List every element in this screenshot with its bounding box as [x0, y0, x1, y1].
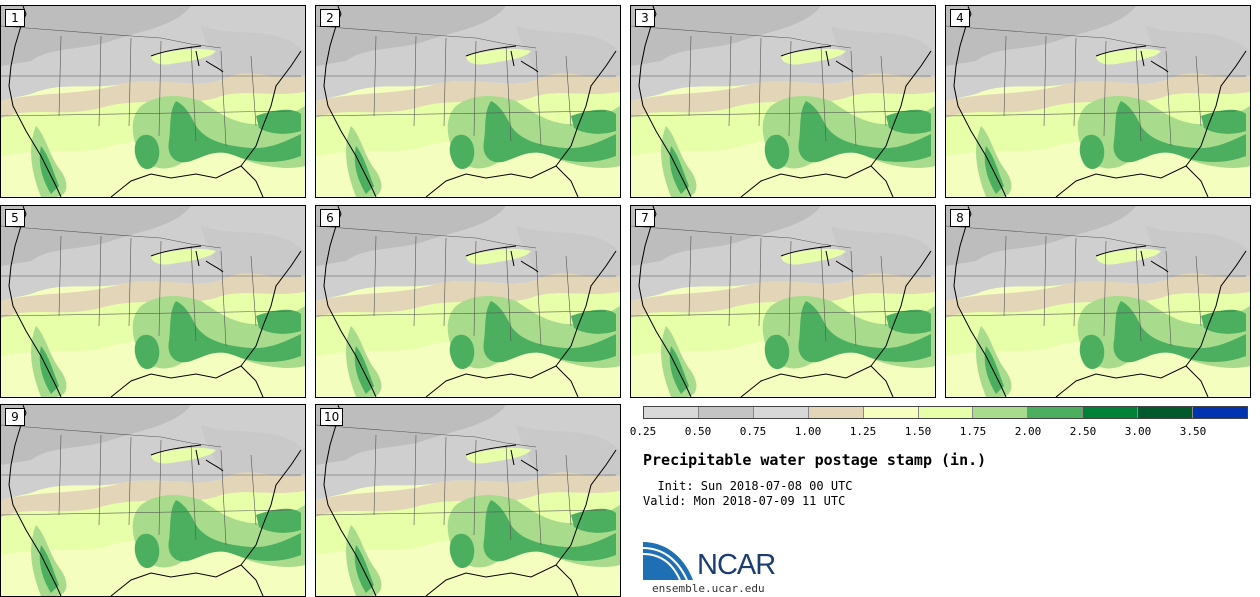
stamp-panel-7: 7	[630, 205, 936, 398]
stamp-panel-8: 8	[945, 205, 1251, 398]
colorbar	[643, 406, 1248, 419]
colorbar-tick: 2.00	[1014, 425, 1042, 438]
panel-number: 10	[320, 408, 344, 426]
panel-number: 3	[635, 9, 655, 27]
colorbar-tick: 1.00	[794, 425, 822, 438]
panel-number: 5	[5, 209, 25, 227]
colorbar-segment	[973, 407, 1029, 418]
colorbar-segment	[644, 407, 699, 418]
colorbar-segment	[753, 407, 809, 418]
colorbar-tick: 1.75	[959, 425, 987, 438]
colorbar-tick: 1.25	[849, 425, 877, 438]
map-image	[631, 6, 935, 197]
stamp-panel-2: 2	[315, 5, 621, 198]
panel-number: 9	[5, 408, 25, 426]
stamp-panel-10: 10	[315, 404, 621, 597]
colorbar-tick: 2.50	[1069, 425, 1097, 438]
site-url: ensemble.ucar.edu	[652, 582, 765, 595]
ncar-logo-icon	[643, 542, 693, 581]
panel-number: 6	[320, 209, 340, 227]
panel-number: 1	[5, 9, 25, 27]
map-image	[316, 405, 620, 596]
logo-text: NCAR	[697, 549, 776, 581]
colorbar-tick: 0.25	[629, 425, 657, 438]
map-image	[946, 6, 1250, 197]
panel-number: 2	[320, 9, 340, 27]
colorbar-segment	[698, 407, 754, 418]
panel-number: 8	[950, 209, 970, 227]
colorbar-tick: 1.50	[904, 425, 932, 438]
map-image	[631, 206, 935, 397]
colorbar-segment	[1028, 407, 1084, 418]
colorbar-segment	[808, 407, 864, 418]
colorbar-segment	[863, 407, 919, 418]
colorbar-segment	[1193, 407, 1247, 418]
stamp-panel-4: 4	[945, 5, 1251, 198]
colorbar-segment	[1138, 407, 1194, 418]
map-image	[1, 206, 305, 397]
colorbar-segment	[918, 407, 974, 418]
init-time: Init: Sun 2018-07-08 00 UTC	[643, 479, 853, 493]
valid-time: Valid: Mon 2018-07-09 11 UTC	[643, 494, 846, 508]
map-image	[946, 206, 1250, 397]
map-image	[316, 6, 620, 197]
stamp-panel-5: 5	[0, 205, 306, 398]
colorbar-tick: 0.50	[684, 425, 712, 438]
stamp-panel-1: 1	[0, 5, 306, 198]
chart-title: Precipitable water postage stamp (in.)	[643, 451, 987, 469]
map-image	[316, 206, 620, 397]
map-image	[1, 6, 305, 197]
colorbar-tick: 0.75	[739, 425, 767, 438]
stamp-panel-6: 6	[315, 205, 621, 398]
stamp-panel-9: 9	[0, 404, 306, 597]
colorbar-tick: 3.50	[1179, 425, 1207, 438]
panel-number: 4	[950, 9, 970, 27]
map-image	[1, 405, 305, 596]
panel-number: 7	[635, 209, 655, 227]
stamp-panel-3: 3	[630, 5, 936, 198]
colorbar-segment	[1083, 407, 1139, 418]
colorbar-tick: 3.00	[1124, 425, 1152, 438]
